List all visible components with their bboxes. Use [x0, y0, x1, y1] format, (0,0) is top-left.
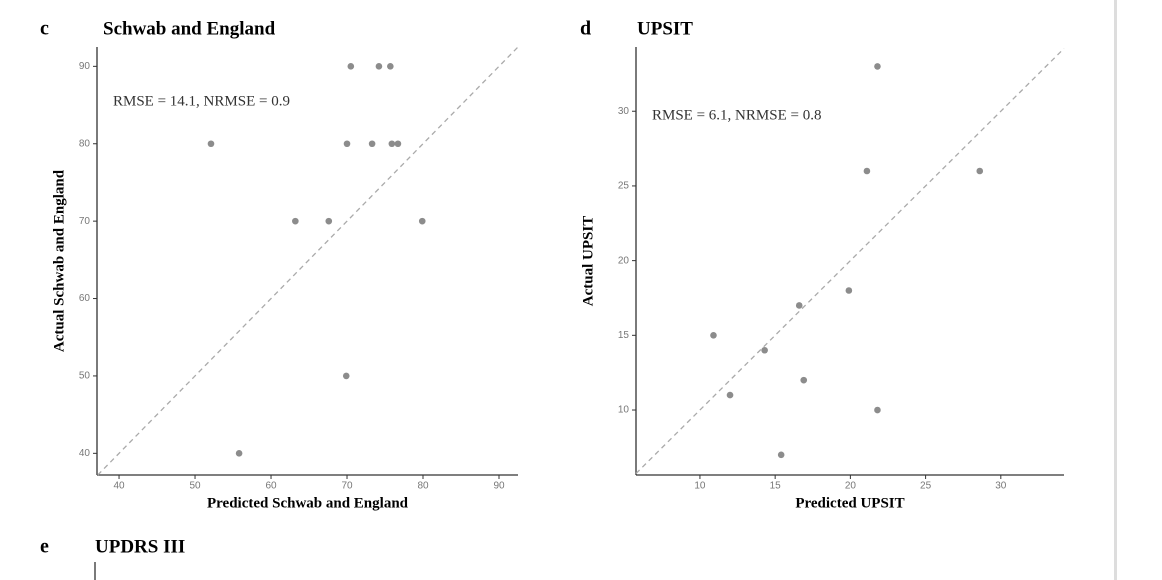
identity-line [635, 48, 1065, 474]
panel-label: e [40, 536, 49, 558]
point [292, 217, 299, 225]
identity-line [97, 46, 519, 476]
point [863, 167, 871, 175]
point [710, 332, 717, 339]
x-tick-label: 10 [694, 481, 706, 492]
point [343, 140, 351, 148]
y-tick-label: 40 [79, 448, 91, 459]
point [418, 217, 426, 225]
y-tick-label: 70 [79, 216, 91, 227]
point [342, 372, 350, 380]
x-tick-label: 30 [995, 481, 1007, 492]
y-axis-label: Actual Schwab and England [51, 169, 67, 352]
point [387, 63, 394, 70]
point [845, 287, 853, 294]
point [874, 406, 881, 414]
annotation: RMSE = 6.1, NRMSE = 0.8 [652, 107, 821, 123]
y-tick-label: 50 [79, 371, 91, 382]
point [726, 391, 734, 399]
y-tick-label: 20 [618, 255, 630, 266]
x-axis-label: Predicted Schwab and England [207, 495, 409, 511]
point [388, 140, 396, 148]
chart-title: UPDRS III [95, 536, 185, 557]
panel-label: c [40, 18, 49, 40]
point [325, 217, 333, 225]
x-tick-label: 50 [189, 481, 201, 492]
point [800, 376, 808, 384]
x-tick-label: 90 [493, 481, 505, 492]
point [235, 450, 243, 457]
chart-title: UPSIT [637, 18, 693, 39]
y-tick-label: 60 [79, 293, 91, 304]
x-axis-label: Predicted UPSIT [795, 495, 904, 511]
point [777, 451, 785, 459]
y-tick-label: 15 [618, 330, 630, 341]
point [761, 346, 768, 354]
point [347, 63, 355, 70]
y-tick-label: 30 [618, 106, 630, 117]
y-axis-label: Actual UPSIT [580, 216, 596, 306]
point [368, 140, 376, 148]
point [795, 302, 803, 309]
point [874, 63, 881, 70]
y-tick-label: 80 [79, 138, 91, 149]
x-tick-label: 15 [770, 481, 782, 492]
x-tick-label: 80 [417, 481, 429, 492]
x-tick-label: 20 [845, 481, 857, 492]
chart-title: Schwab and England [103, 18, 276, 39]
x-tick-label: 40 [113, 481, 125, 492]
x-tick-label: 70 [341, 481, 353, 492]
panel-label: d [580, 18, 591, 40]
y-tick-label: 25 [618, 181, 630, 192]
y-tick-label: 10 [618, 405, 630, 416]
annotation: RMSE = 14.1, NRMSE = 0.9 [113, 93, 290, 109]
point [207, 140, 215, 148]
point [976, 167, 984, 175]
point [394, 140, 402, 148]
x-tick-label: 25 [920, 481, 932, 492]
y-tick-label: 90 [79, 61, 91, 72]
x-tick-label: 60 [265, 481, 277, 492]
side-border [1114, 0, 1117, 580]
point [375, 63, 383, 70]
